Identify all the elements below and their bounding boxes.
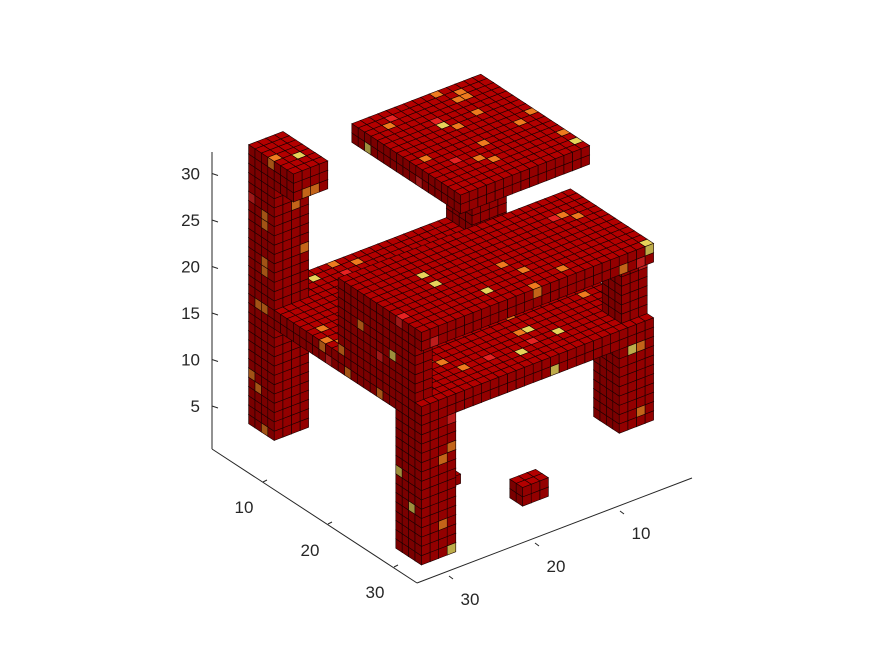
z-tick-label: 10: [181, 351, 200, 370]
z-tick-mark: [211, 359, 219, 362]
x-tick-mark: [534, 542, 540, 547]
y-tick-mark: [262, 479, 268, 483]
z-tick-mark: [211, 173, 219, 176]
y-tick-label: 20: [301, 541, 320, 560]
y-tick-mark: [393, 564, 399, 568]
z-tick-mark: [211, 219, 219, 223]
voxel-object: [247, 73, 655, 566]
x-axis-ticks: 10 20 30: [448, 510, 651, 609]
y-tick-mark: [327, 521, 333, 525]
z-tick-label: 25: [181, 211, 200, 230]
x-tick-mark: [448, 575, 454, 580]
z-tick-label: 15: [181, 304, 200, 323]
z-tick-label: 30: [181, 165, 200, 184]
z-tick-label: 5: [191, 397, 200, 416]
z-tick-mark: [211, 405, 219, 409]
y-tick-label: 30: [366, 583, 385, 602]
x-tick-label: 10: [632, 524, 651, 543]
y-axis-ticks: 10 20 30: [235, 479, 399, 602]
y-tick-label: 10: [235, 498, 254, 517]
x-tick-label: 20: [547, 557, 566, 576]
axes-frame: [211, 152, 693, 584]
y-axis-line: [211, 448, 418, 584]
x-tick-mark: [619, 510, 625, 515]
z-axis-ticks: 5 10 15 20 25 30: [181, 165, 219, 416]
x-axis-line: [416, 477, 693, 584]
z-tick-mark: [211, 266, 219, 269]
z-tick-mark: [211, 312, 219, 316]
x-tick-label: 30: [461, 590, 480, 609]
z-tick-label: 20: [181, 258, 200, 277]
